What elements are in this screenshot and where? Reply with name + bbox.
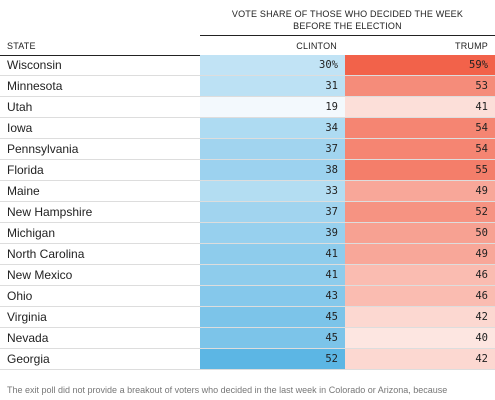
- trump-share-cell: 50: [345, 223, 495, 243]
- clinton-share-cell: 38: [200, 160, 345, 180]
- trump-share-cell: 52: [345, 202, 495, 222]
- trump-share-cell: 49: [345, 181, 495, 201]
- table-row: Pennsylvania 37 54: [0, 139, 495, 160]
- state-name: Iowa: [7, 121, 33, 135]
- trump-share-cell: 41: [345, 97, 495, 117]
- table-row: North Carolina 41 49: [0, 244, 495, 265]
- clinton-share-cell: 37: [200, 139, 345, 159]
- table-row: Minnesota 31 53: [0, 76, 495, 97]
- group-header-rule: [200, 35, 495, 36]
- column-header-clinton: CLINTON: [296, 41, 337, 51]
- clinton-share-cell: 31: [200, 76, 345, 96]
- state-name: Florida: [7, 163, 44, 177]
- table-row: Iowa 34 54: [0, 118, 495, 139]
- state-name: Pennsylvania: [7, 142, 79, 156]
- table-row: Nevada 45 40: [0, 328, 495, 349]
- state-name: Michigan: [7, 226, 56, 240]
- table-row: Georgia 52 42: [0, 349, 495, 370]
- state-name: Virginia: [7, 310, 47, 324]
- clinton-share-cell: 45: [200, 307, 345, 327]
- trump-share-cell: 55: [345, 160, 495, 180]
- table-row: Utah 19 41: [0, 97, 495, 118]
- clinton-share-cell: 41: [200, 265, 345, 285]
- table-row: Michigan 39 50: [0, 223, 495, 244]
- state-name: Utah: [7, 100, 33, 114]
- clinton-share-cell: 37: [200, 202, 345, 222]
- state-name: Maine: [7, 184, 40, 198]
- state-name: New Mexico: [7, 268, 73, 282]
- clinton-share-cell: 52: [200, 349, 345, 369]
- table-row: New Hampshire 37 52: [0, 202, 495, 223]
- state-name: North Carolina: [7, 247, 85, 261]
- clinton-share-cell: 19: [200, 97, 345, 117]
- table-row: Virginia 45 42: [0, 307, 495, 328]
- column-header-state: STATE: [7, 41, 36, 51]
- clinton-share-cell: 41: [200, 244, 345, 264]
- group-header: VOTE SHARE OF THOSE WHO DECIDED THE WEEK…: [200, 8, 495, 32]
- group-title-line1: VOTE SHARE OF THOSE WHO DECIDED THE WEEK: [231, 9, 464, 19]
- trump-share-cell: 54: [345, 139, 495, 159]
- clinton-share-cell: 39: [200, 223, 345, 243]
- trump-share-cell: 42: [345, 307, 495, 327]
- column-headers: STATE CLINTON TRUMP: [0, 41, 495, 53]
- trump-share-cell: 54: [345, 118, 495, 138]
- clinton-share-cell: 34: [200, 118, 345, 138]
- state-name: Georgia: [7, 352, 50, 366]
- trump-share-cell: 40: [345, 328, 495, 348]
- state-name: New Hampshire: [7, 205, 93, 219]
- state-name: Wisconsin: [7, 58, 62, 72]
- state-name: Minnesota: [7, 79, 63, 93]
- trump-share-cell: 59%: [345, 55, 495, 75]
- table-row: Florida 38 55: [0, 160, 495, 181]
- table-row: Ohio 43 46: [0, 286, 495, 307]
- clinton-share-cell: 43: [200, 286, 345, 306]
- column-header-trump: TRUMP: [455, 41, 488, 51]
- trump-share-cell: 49: [345, 244, 495, 264]
- state-name: Nevada: [7, 331, 49, 345]
- trump-share-cell: 42: [345, 349, 495, 369]
- state-name: Ohio: [7, 289, 33, 303]
- table-row: Wisconsin 30% 59%: [0, 55, 495, 76]
- trump-share-cell: 46: [345, 265, 495, 285]
- footnote: The exit poll did not provide a breakout…: [7, 385, 448, 395]
- table-row: New Mexico 41 46: [0, 265, 495, 286]
- clinton-share-cell: 33: [200, 181, 345, 201]
- table-row: Maine 33 49: [0, 181, 495, 202]
- clinton-share-cell: 30%: [200, 55, 345, 75]
- trump-share-cell: 46: [345, 286, 495, 306]
- clinton-share-cell: 45: [200, 328, 345, 348]
- group-title-line2: BEFORE THE ELECTION: [293, 21, 402, 31]
- trump-share-cell: 53: [345, 76, 495, 96]
